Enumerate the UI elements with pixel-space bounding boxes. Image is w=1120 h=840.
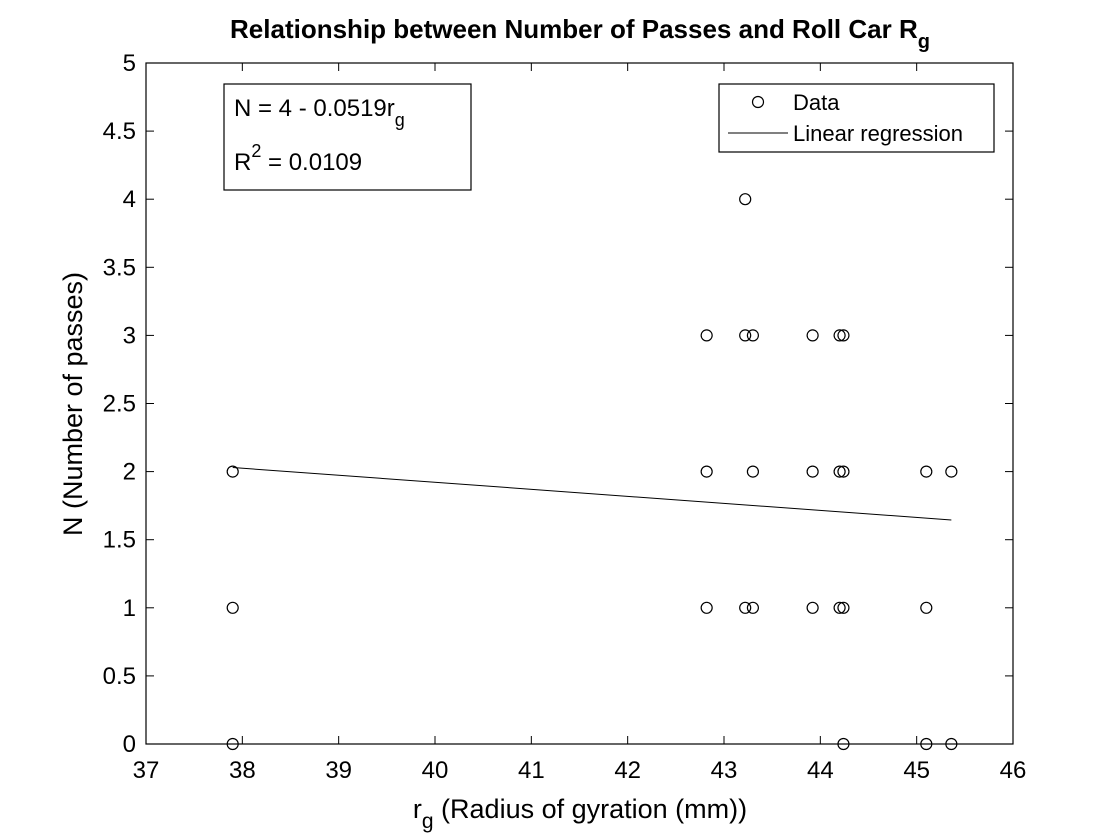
equation-subscript: g: [395, 110, 405, 130]
data-point: [837, 601, 850, 614]
data-point: [746, 465, 760, 478]
data-point: [226, 737, 239, 751]
chart-title-subscript: g: [918, 31, 930, 53]
x-tick-label: 43: [711, 757, 738, 784]
data-point: [746, 601, 760, 614]
x-tick-label: 44: [807, 757, 834, 784]
data-point: [833, 601, 846, 614]
data-point: [833, 329, 846, 342]
y-axis: 0 0.5 1 1.5 2 2.5 3 3.5 4 4.5 5: [103, 50, 1013, 758]
y-tick-label: 4: [123, 186, 136, 213]
data-point: [700, 329, 713, 342]
regression-equation: N = 4 - 0.0519rg: [234, 95, 405, 130]
equation-annotation: N = 4 - 0.0519rg R2 = 0.0109: [223, 83, 472, 191]
chart-title: Relationship between Number of Passes an…: [230, 14, 930, 53]
data-point: [837, 465, 850, 478]
x-axis: 37 38 39 40 41 42 43 44 45 46: [133, 63, 1027, 784]
legend-box: [718, 83, 995, 153]
data-point: [700, 601, 713, 614]
y-tick-label: 0.5: [103, 663, 136, 690]
data-point: [837, 737, 850, 751]
data-point: [226, 601, 239, 614]
data-point: [833, 465, 846, 478]
y-tick-label: 2.5: [103, 391, 136, 418]
legend-label-regression: Linear regression: [793, 121, 963, 146]
data-point: [837, 329, 850, 342]
data-point: [945, 737, 958, 751]
x-axis-label-main: r: [413, 794, 422, 824]
y-tick-label: 1.5: [103, 527, 136, 554]
r-squared-superscript: 2: [251, 141, 261, 161]
legend-label-data: Data: [793, 90, 840, 115]
annotation-box: [223, 83, 472, 191]
x-tick-label: 41: [518, 757, 545, 784]
y-tick-label: 0: [123, 731, 136, 758]
x-tick-label: 37: [133, 757, 160, 784]
x-axis-label: rg (Radius of gyration (mm)): [413, 794, 747, 833]
x-tick-label: 39: [325, 757, 352, 784]
x-tick-label: 38: [229, 757, 256, 784]
x-tick-label: 45: [903, 757, 930, 784]
data-point: [739, 329, 752, 342]
data-point: [700, 465, 713, 478]
data-point: [806, 465, 819, 478]
y-tick-label: 2: [123, 459, 136, 486]
data-point: [739, 193, 752, 206]
equation-main: N = 4 - 0.0519r: [234, 95, 395, 122]
x-tick-label: 42: [614, 757, 641, 784]
data-series: [226, 193, 958, 751]
y-tick-label: 3.5: [103, 254, 136, 281]
data-point: [920, 737, 933, 751]
data-point: [746, 329, 760, 342]
legend: Data Linear regression: [718, 83, 995, 153]
data-point: [739, 601, 752, 614]
chart-title-main: Relationship between Number of Passes an…: [230, 14, 918, 44]
y-axis-label: N (Number of passes): [58, 272, 88, 536]
y-tick-label: 5: [123, 50, 136, 77]
r-squared: R2 = 0.0109: [234, 141, 362, 176]
x-tick-label: 40: [422, 757, 449, 784]
r-squared-label: R: [234, 149, 251, 176]
y-tick-label: 1: [123, 595, 136, 622]
data-point: [920, 465, 933, 478]
data-point: [806, 601, 819, 614]
x-axis-label-rest: (Radius of gyration (mm)): [434, 794, 748, 824]
regression-series: [232, 467, 952, 521]
x-tick-label: 46: [1000, 757, 1027, 784]
data-point: [920, 601, 933, 614]
y-tick-label: 3: [123, 322, 136, 349]
data-point: [806, 329, 819, 342]
data-point: [945, 465, 958, 478]
regression-line: [232, 467, 952, 521]
r-squared-value: = 0.0109: [261, 149, 362, 176]
y-tick-label: 4.5: [103, 118, 136, 145]
x-axis-label-subscript: g: [422, 810, 434, 833]
data-point: [226, 465, 239, 478]
legend-marker-data: [751, 95, 765, 109]
